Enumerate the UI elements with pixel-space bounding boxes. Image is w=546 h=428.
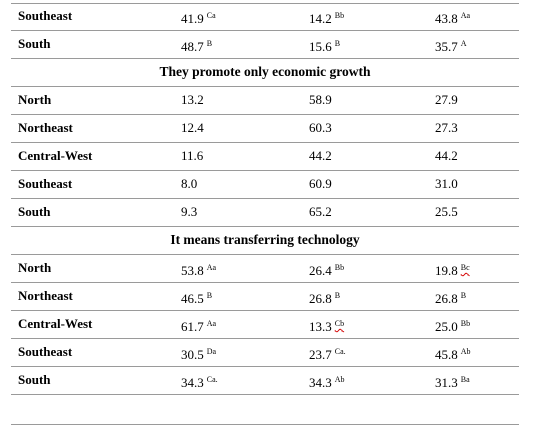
value-cell: 13.2	[181, 92, 204, 107]
table-row: Northeast 46.5 B 26.8 B 26.8 B	[11, 282, 519, 310]
table-row: Central-West 61.7 Aa 13.3 Cb 25.0 Bb	[11, 310, 519, 338]
value-cell: 46.5 B	[181, 291, 213, 306]
table-rule	[11, 366, 519, 367]
value-cell: 48.7 B	[181, 39, 213, 54]
table-row: Central-West 11.6 44.2 44.2	[11, 142, 519, 170]
table-rule	[11, 338, 519, 339]
value-cell: 11.6	[181, 148, 204, 163]
table-row: Southeast 41.9 Ca 14.2 Bb 43.8 Aa	[11, 2, 519, 30]
value-cell: 44.2	[309, 148, 332, 163]
region-label: North	[18, 260, 52, 275]
value-cell: 65.2	[309, 204, 332, 219]
table-row: North 53.8 Aa 26.4 Bb 19.8 Bc	[11, 254, 519, 282]
value-cell: 13.3 Cb	[309, 319, 345, 334]
region-label: Southeast	[18, 344, 73, 359]
section-heading: They promote only economic growth	[159, 64, 371, 79]
table-rule	[11, 310, 519, 311]
value-cell: 31.3 Ba	[435, 375, 470, 390]
table-row: South 9.3 65.2 25.5	[11, 198, 519, 226]
value-cell: 61.7 Aa	[181, 319, 217, 334]
table-row: North 13.2 58.9 27.9	[11, 86, 519, 114]
value-cell: 26.8 B	[435, 291, 467, 306]
table-rule	[11, 170, 519, 171]
value-cell: 34.3 Ca.	[181, 375, 218, 390]
table-rule	[11, 254, 519, 255]
region-label: Northeast	[18, 120, 73, 135]
value-cell: 19.8 Bc	[435, 263, 470, 278]
value-cell: 23.7 Ca.	[309, 347, 346, 362]
table-rule	[11, 30, 519, 31]
table-rule	[11, 198, 519, 199]
table-row: Southeast 8.0 60.9 31.0	[11, 170, 519, 198]
table-row: Northeast 12.4 60.3 27.3	[11, 114, 519, 142]
region-label: Southeast	[18, 176, 73, 191]
value-cell: 58.9	[309, 92, 332, 107]
table-rule	[11, 114, 519, 115]
table-rule	[11, 86, 519, 87]
region-label: North	[18, 92, 52, 107]
value-cell: 44.2	[435, 148, 458, 163]
value-cell: 43.8 Aa	[435, 11, 471, 26]
table-rule	[11, 142, 519, 143]
value-cell: 8.0	[181, 176, 198, 191]
table-row: South 34.3 Ca. 34.3 Ab 31.3 Ba	[11, 366, 519, 394]
value-cell: 25.5	[435, 204, 458, 219]
table-rule	[11, 3, 519, 4]
value-cell: 34.3 Ab	[309, 375, 345, 390]
region-label: South	[18, 372, 51, 387]
region-label: South	[18, 36, 51, 51]
region-label: Central-West	[18, 316, 93, 331]
value-cell: 41.9 Ca	[181, 11, 216, 26]
region-label: South	[18, 204, 51, 219]
value-cell: 53.8 Aa	[181, 263, 217, 278]
value-cell: 27.9	[435, 92, 458, 107]
value-cell: 35.7 A	[435, 39, 467, 54]
value-cell: 15.6 B	[309, 39, 341, 54]
value-cell: 9.3	[181, 204, 198, 219]
value-cell: 25.0 Bb	[435, 319, 471, 334]
value-cell: 12.4	[181, 120, 204, 135]
table-row: Southeast 30.5 Da 23.7 Ca. 45.8 Ab	[11, 338, 519, 366]
section-heading: It means transferring technology	[170, 232, 360, 247]
table-rule	[11, 58, 519, 59]
table-row: South 48.7 B 15.6 B 35.7 A	[11, 30, 519, 58]
value-cell: 14.2 Bb	[309, 11, 345, 26]
table-rule	[11, 424, 519, 425]
table-rule	[11, 226, 519, 227]
value-cell: 26.8 B	[309, 291, 341, 306]
table-rule	[11, 282, 519, 283]
region-label: Northeast	[18, 288, 73, 303]
value-cell: 60.3	[309, 120, 332, 135]
value-cell: 31.0	[435, 176, 458, 191]
table-rule	[11, 394, 519, 395]
value-cell: 60.9	[309, 176, 332, 191]
region-label: Central-West	[18, 148, 93, 163]
region-label: Southeast	[18, 8, 73, 23]
value-cell: 30.5 Da	[181, 347, 217, 362]
value-cell: 45.8 Ab	[435, 347, 471, 362]
value-cell: 27.3	[435, 120, 458, 135]
value-cell: 26.4 Bb	[309, 263, 345, 278]
